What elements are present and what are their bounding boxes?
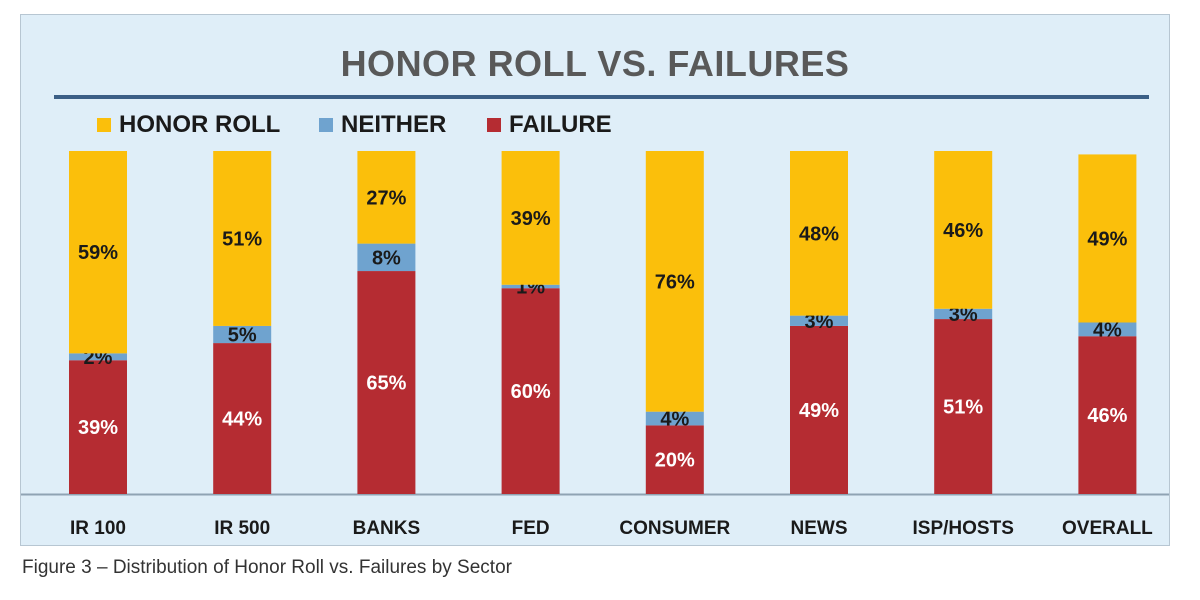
x-tick-label-banks: BANKS (353, 518, 421, 539)
bar-honor-roll-banks (357, 151, 416, 244)
bar-honor-roll-overall (1078, 154, 1137, 323)
legend-item-failure: FAILURE (487, 111, 612, 139)
x-tick-label-overall: OVERALL (1062, 518, 1153, 539)
bar-failure-overall (1078, 336, 1137, 494)
data-label-failure-fed: 60% (511, 381, 551, 403)
bar-neither-news (790, 315, 848, 326)
x-tick-label-ir-500: IR 500 (214, 518, 270, 539)
data-label-honor-roll-fed: 39% (511, 208, 551, 230)
bar-honor-roll-ir-500 (213, 151, 272, 326)
data-label-honor-roll-overall: 49% (1087, 228, 1127, 250)
data-label-neither-news: 3% (805, 311, 834, 333)
data-label-failure-news: 49% (799, 400, 839, 422)
legend-label-honor-roll: HONOR ROLL (119, 111, 281, 138)
bar-neither-overall (1078, 322, 1137, 337)
data-label-failure-ir-100: 39% (78, 417, 118, 439)
legend-label-neither: NEITHER (341, 111, 447, 138)
bar-honor-roll-ir-100 (69, 151, 127, 354)
bar-failure-banks (357, 271, 416, 494)
legend-swatch-failure (487, 118, 501, 132)
bar-honor-roll-news (790, 151, 848, 316)
data-label-honor-roll-news: 48% (799, 223, 839, 245)
data-label-neither-overall: 4% (1093, 319, 1122, 341)
figure-caption: Figure 3 – Distribution of Honor Roll vs… (22, 557, 512, 578)
bar-neither-banks (357, 243, 416, 272)
legend-item-neither: NEITHER (319, 111, 446, 139)
bar-failure-ir-500 (213, 343, 272, 494)
bar-honor-roll-consumer (645, 151, 704, 412)
x-tick-label-fed: FED (512, 518, 550, 539)
bar-neither-consumer (645, 411, 704, 426)
legend-label-failure: FAILURE (509, 111, 612, 138)
data-label-honor-roll-consumer: 76% (655, 271, 695, 293)
bar-honor-roll-isp-hosts (934, 151, 993, 309)
bar-failure-isp-hosts (934, 319, 993, 494)
chart-title: HONOR ROLL VS. FAILURES (340, 43, 850, 84)
data-label-failure-overall: 46% (1087, 405, 1127, 427)
data-label-failure-consumer: 20% (655, 450, 695, 472)
data-label-honor-roll-banks: 27% (366, 187, 406, 209)
data-label-neither-consumer: 4% (660, 409, 689, 431)
legend-swatch-neither (319, 118, 333, 132)
bar-neither-isp-hosts (934, 308, 993, 320)
legend-swatch-honor-roll (97, 118, 111, 132)
legend-item-honor-roll: HONOR ROLL (97, 111, 280, 139)
data-label-failure-ir-500: 44% (222, 409, 262, 431)
bar-neither-fed (501, 284, 560, 289)
bar-neither-ir-500 (213, 325, 272, 344)
bar-failure-ir-100 (69, 360, 127, 494)
bar-failure-fed (501, 288, 560, 494)
bar-honor-roll-fed (501, 151, 560, 285)
x-tick-label-news: NEWS (791, 518, 848, 539)
bar-failure-news (790, 325, 848, 494)
bar-failure-consumer (645, 425, 704, 494)
data-label-neither-ir-500: 5% (228, 325, 257, 347)
data-label-neither-isp-hosts: 3% (949, 304, 978, 326)
title-divider (54, 95, 1149, 99)
data-label-honor-roll-ir-100: 59% (78, 242, 118, 264)
data-label-failure-isp-hosts: 51% (943, 397, 983, 419)
data-label-failure-banks: 65% (366, 373, 406, 395)
data-label-honor-roll-isp-hosts: 46% (943, 220, 983, 242)
data-label-honor-roll-ir-500: 51% (222, 228, 262, 250)
x-tick-label-consumer: CONSUMER (619, 518, 730, 539)
bar-neither-ir-100 (69, 353, 127, 361)
x-tick-label-ir-100: IR 100 (70, 518, 126, 539)
x-tick-label-isp-hosts: ISP/HOSTS (913, 518, 1014, 539)
data-label-neither-banks: 8% (372, 247, 401, 269)
chart-panel: HONOR ROLL VS. FAILURES HONOR ROLL NEITH… (20, 14, 1170, 546)
